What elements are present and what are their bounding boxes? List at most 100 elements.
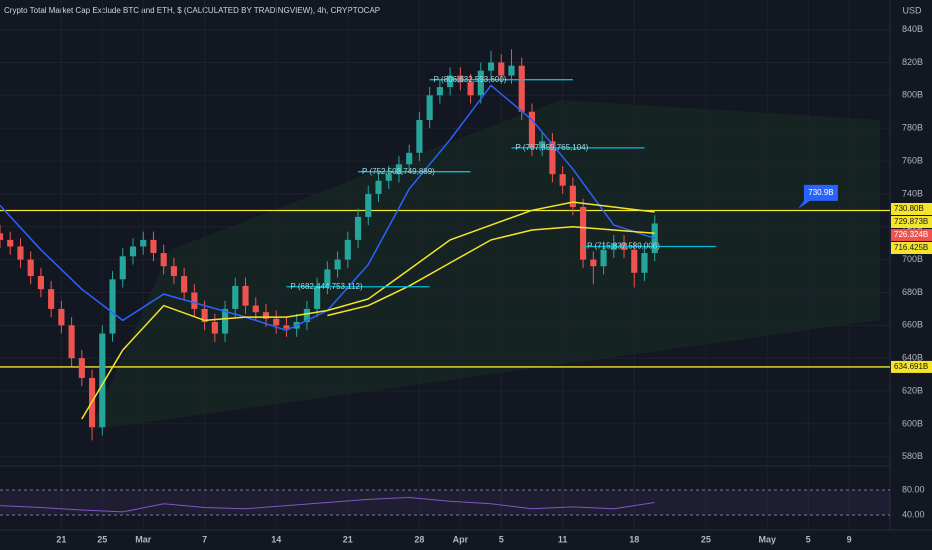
candle-body xyxy=(457,75,464,83)
candle-body xyxy=(600,249,607,267)
x-tick-label: 5 xyxy=(806,534,811,544)
y-tick-label: 620B xyxy=(902,385,923,395)
price-label: 716.425B xyxy=(894,243,928,252)
candle-body xyxy=(150,239,157,254)
candle-body xyxy=(436,87,443,96)
candle-body xyxy=(7,239,14,247)
y-tick-label: 780B xyxy=(902,123,923,133)
candle-body xyxy=(242,285,249,306)
candle-body xyxy=(590,259,597,267)
x-tick-label: 18 xyxy=(629,534,639,544)
candle-body xyxy=(569,185,576,208)
candle-body xyxy=(273,318,280,326)
candle-body xyxy=(487,62,495,71)
y-tick-label: 680B xyxy=(902,287,923,297)
candle-body xyxy=(37,276,44,290)
candle-body xyxy=(385,174,392,181)
x-tick-label: 21 xyxy=(343,534,353,544)
y-tick-label: 840B xyxy=(902,24,923,34)
y-tick-label: 660B xyxy=(902,320,923,330)
candle-body xyxy=(221,308,229,334)
moving-average xyxy=(81,201,655,420)
rsi-line xyxy=(0,496,655,513)
candle-body xyxy=(426,95,433,120)
candle-body xyxy=(252,305,259,313)
candle-body xyxy=(191,292,198,309)
pitchfork-label: P (767,859,765,104) xyxy=(515,143,588,152)
price-label: 726.324B xyxy=(894,230,928,239)
candle-body xyxy=(119,256,126,280)
candle-body xyxy=(211,322,218,334)
candle-body xyxy=(354,216,362,240)
candle-body xyxy=(641,253,648,273)
rsi-band xyxy=(0,490,890,515)
candle-body xyxy=(78,358,85,378)
candle-body xyxy=(447,75,454,88)
candle-body xyxy=(467,82,474,96)
pitchfork-label: P (715,837,589,006) xyxy=(587,242,660,251)
x-tick-label: 9 xyxy=(847,534,852,544)
candle-body xyxy=(334,259,341,270)
y-tick-label: 820B xyxy=(902,57,923,67)
candle-body xyxy=(262,312,270,319)
x-tick-label: 5 xyxy=(499,534,504,544)
callout-box xyxy=(797,184,838,209)
candle-body xyxy=(140,239,147,247)
currency: USD xyxy=(902,5,922,15)
candle-body xyxy=(68,325,75,359)
x-tick-label: 25 xyxy=(97,534,107,544)
y-tick-label: 740B xyxy=(902,188,923,198)
y-tick-label: 800B xyxy=(902,90,923,100)
price-label-box xyxy=(891,242,932,255)
candle-body xyxy=(365,193,372,217)
price-label-box xyxy=(891,203,932,216)
candle-body xyxy=(283,325,290,329)
pitchfork-zone xyxy=(90,100,880,430)
candle-body xyxy=(27,259,34,277)
candle-body xyxy=(99,333,106,428)
x-tick-label: 14 xyxy=(271,534,281,544)
candle-body xyxy=(129,246,137,257)
candle-body xyxy=(181,276,188,293)
price-label-box xyxy=(891,360,932,373)
price-label: 634.691B xyxy=(894,362,928,371)
candle-body xyxy=(406,152,413,165)
candle-body xyxy=(477,70,484,96)
candle-body xyxy=(528,111,536,148)
candle-body xyxy=(17,246,24,260)
candle-body xyxy=(508,65,515,76)
candle-body xyxy=(160,253,167,267)
candle-body xyxy=(109,279,116,334)
y-tick-label: 700B xyxy=(902,254,923,264)
candle-body xyxy=(58,308,65,326)
candle-body xyxy=(201,308,208,323)
y-tick-label: 600B xyxy=(902,418,923,428)
candle-body xyxy=(395,164,403,175)
candle-body xyxy=(0,233,4,240)
x-tick-label: Mar xyxy=(135,534,152,544)
y-tick-label: 760B xyxy=(902,155,923,165)
candle-body xyxy=(539,141,546,148)
pitchfork-label: P (752,508,749,889) xyxy=(362,167,435,176)
candle-body xyxy=(344,239,351,260)
price-label-box xyxy=(891,229,932,242)
candle-body xyxy=(324,269,331,286)
x-tick-label: 21 xyxy=(56,534,66,544)
x-tick-label: 28 xyxy=(414,534,424,544)
candle-body xyxy=(498,62,505,76)
x-tick-label: 7 xyxy=(202,534,207,544)
candle-body xyxy=(549,141,556,175)
candle-body xyxy=(631,249,638,273)
candle-body xyxy=(170,266,177,277)
price-label: 729.873B xyxy=(894,217,928,226)
rsi-tick-label: 80.00 xyxy=(902,484,925,494)
x-tick-label: May xyxy=(758,534,776,544)
candle-body xyxy=(375,180,382,194)
candle-body xyxy=(314,285,321,309)
pitchfork-label: P (806,632,593,600) xyxy=(434,75,507,84)
chart-title: Crypto Total Market Cap Exclude BTC and … xyxy=(4,6,380,15)
price-label: 730.80B xyxy=(894,204,924,213)
x-tick-label: 11 xyxy=(558,534,568,544)
